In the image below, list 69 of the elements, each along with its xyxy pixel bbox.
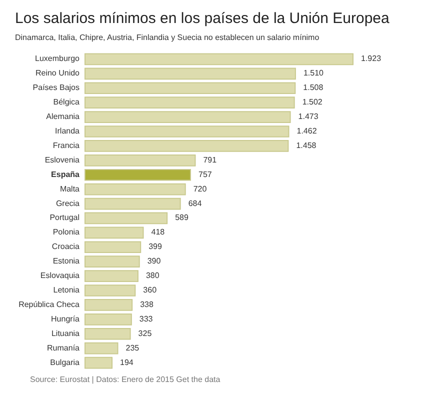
data-label: 757 <box>198 170 212 179</box>
bar <box>84 53 354 66</box>
y-tick-label: Bulgaria <box>50 358 80 367</box>
bar <box>84 328 131 340</box>
data-label: 390 <box>147 256 162 266</box>
y-tick-label: Bélgica <box>53 98 80 107</box>
data-label: 1.502 <box>302 98 323 107</box>
bar <box>84 241 142 254</box>
y-tick-label: Países Bajos <box>32 83 80 92</box>
bar <box>84 226 144 239</box>
bar <box>84 212 168 224</box>
chart-title: Los salarios mínimos en los países de la Unión Europea <box>15 10 390 27</box>
data-label: 1.473 <box>298 112 319 122</box>
y-tick-label: Letonia <box>53 286 80 294</box>
bar <box>84 140 289 152</box>
y-tick-label: Francia <box>52 140 80 150</box>
data-label: 1.462 <box>296 126 318 136</box>
source-note: Source: Eurostat | Datos: Enero de 2015 Get the data <box>30 375 222 384</box>
y-tick-label: Croacia <box>52 242 80 252</box>
bar <box>84 68 296 80</box>
y-tick-label: Grecia <box>56 198 80 208</box>
data-label: 360 <box>143 286 158 294</box>
y-tick-label: Alemania <box>46 112 80 122</box>
y-tick-label: Eslovaquia <box>40 271 80 280</box>
bar <box>84 284 136 296</box>
data-label: 684 <box>188 198 202 208</box>
data-label: 1.923 <box>361 54 382 64</box>
y-tick-label: Portugal <box>50 213 80 222</box>
y-tick-label: Luxemburgo <box>35 54 80 64</box>
y-tick-label: Hungría <box>51 314 80 324</box>
data-label: 791 <box>203 155 218 164</box>
data-label: 720 <box>193 184 208 194</box>
bar <box>84 299 133 311</box>
y-tick-label: Reino Unido <box>35 68 80 78</box>
y-tick-label: Polonia <box>52 228 80 237</box>
bar <box>84 183 186 196</box>
y-tick-label: República Checa <box>18 300 80 309</box>
data-label: 1.508 <box>303 83 324 92</box>
bar <box>84 168 191 181</box>
data-label: 1.458 <box>296 140 317 150</box>
bar <box>84 313 132 326</box>
bar <box>84 96 295 109</box>
bar <box>84 270 138 282</box>
data-label: 194 <box>120 358 134 367</box>
y-tick-label: Estonia <box>52 256 80 266</box>
bar <box>84 356 113 369</box>
y-tick-label: Irlanda <box>55 126 80 136</box>
data-label: 399 <box>148 242 163 252</box>
data-label: 1.510 <box>303 68 324 78</box>
data-label: 380 <box>146 271 160 280</box>
y-tick-label: Eslovenia <box>44 155 80 164</box>
y-tick-label: Lituania <box>51 328 80 338</box>
data-label: 418 <box>151 228 166 237</box>
bar <box>84 126 290 138</box>
bar <box>84 154 196 166</box>
data-label: 589 <box>175 213 189 222</box>
bar <box>84 256 140 268</box>
chart-subtitle: Dinamarca, Italia, Chipre, Austria, Finlandia y Suecia no establecen un salario mínimo <box>15 33 320 42</box>
bar <box>84 198 181 210</box>
bar <box>84 82 296 94</box>
y-tick-label: Malta <box>60 184 80 194</box>
y-tick-label: España <box>51 170 80 179</box>
y-tick-label: Rumanía <box>47 343 80 352</box>
data-label: 325 <box>138 328 152 338</box>
bar <box>84 111 291 123</box>
data-label: 333 <box>139 314 154 324</box>
data-label: 235 <box>126 343 140 352</box>
data-label: 338 <box>140 300 154 309</box>
bar <box>84 342 118 354</box>
